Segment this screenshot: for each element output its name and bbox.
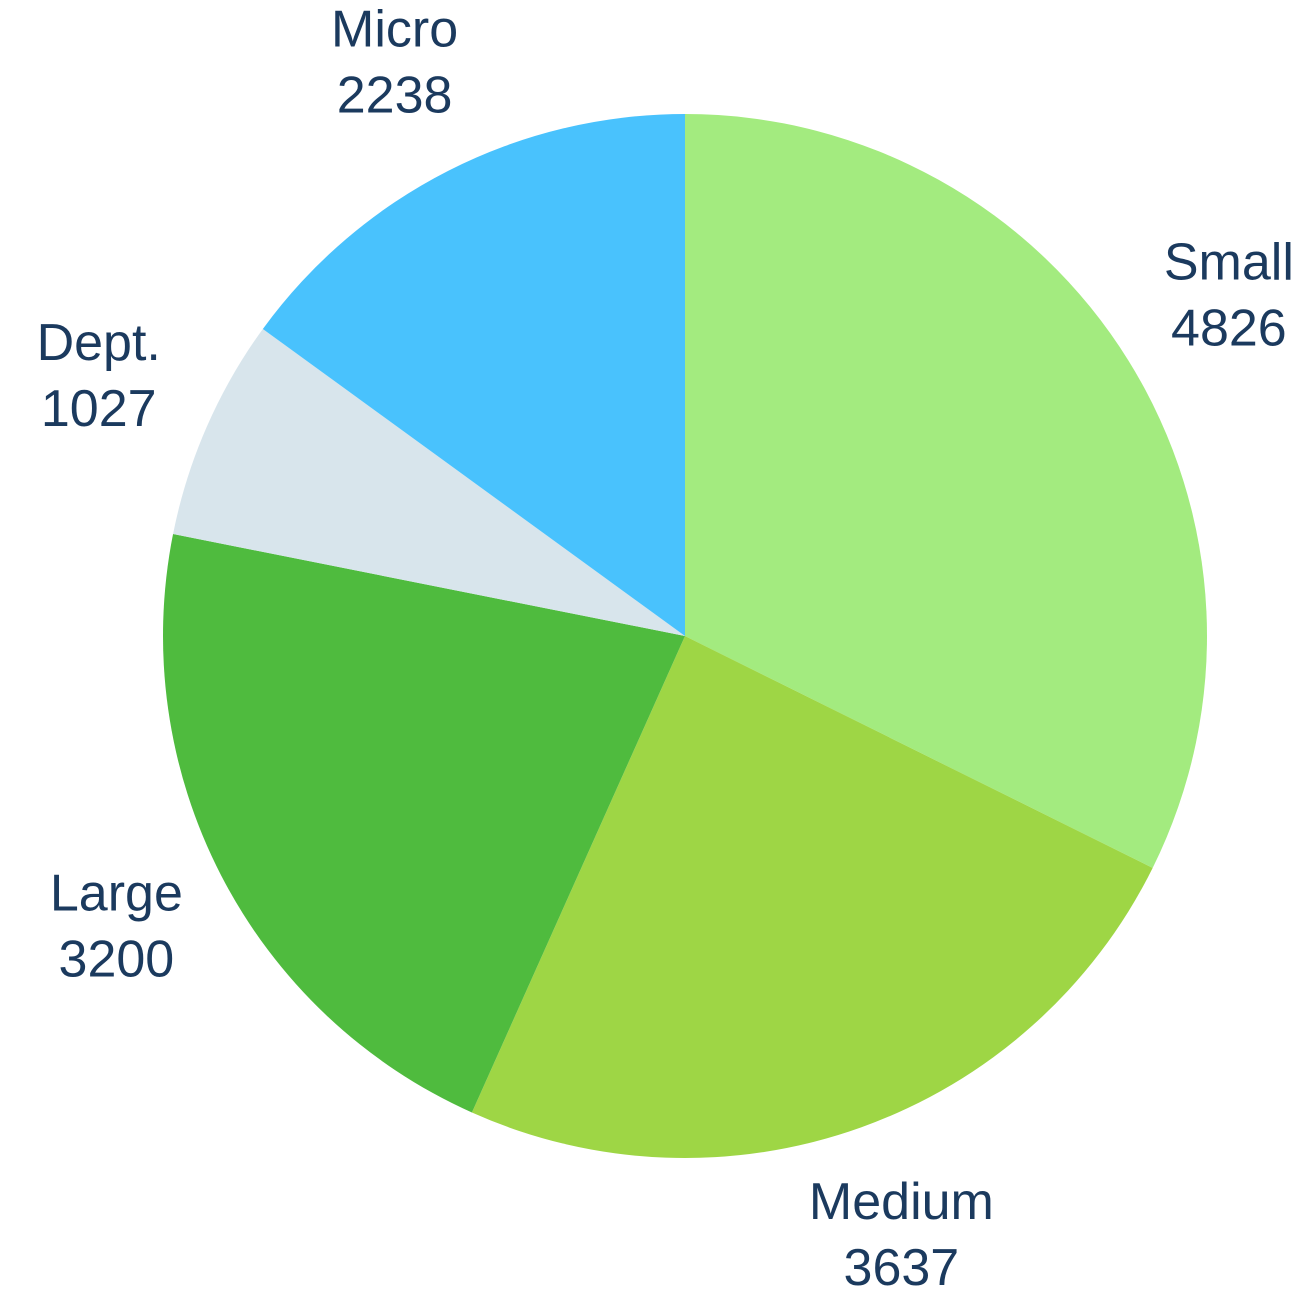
- pie-slice: [685, 114, 1207, 868]
- slice-value: 2238: [337, 66, 453, 124]
- slice-label: Micro: [331, 0, 458, 58]
- slice-value: 4826: [1171, 299, 1287, 357]
- pie-slice: [173, 328, 686, 636]
- pie-slice: [471, 636, 1153, 1158]
- slice-label: Dept.: [37, 314, 161, 372]
- slice-value: 3200: [59, 930, 175, 988]
- slice-label: Medium: [809, 1173, 994, 1231]
- pie-slice: [262, 113, 685, 636]
- slice-value: 1027: [41, 380, 157, 438]
- slice-label: Large: [50, 864, 183, 922]
- slice-label: Small: [1164, 233, 1294, 291]
- pie-slice: [163, 534, 685, 1113]
- slice-value: 3637: [844, 1239, 960, 1297]
